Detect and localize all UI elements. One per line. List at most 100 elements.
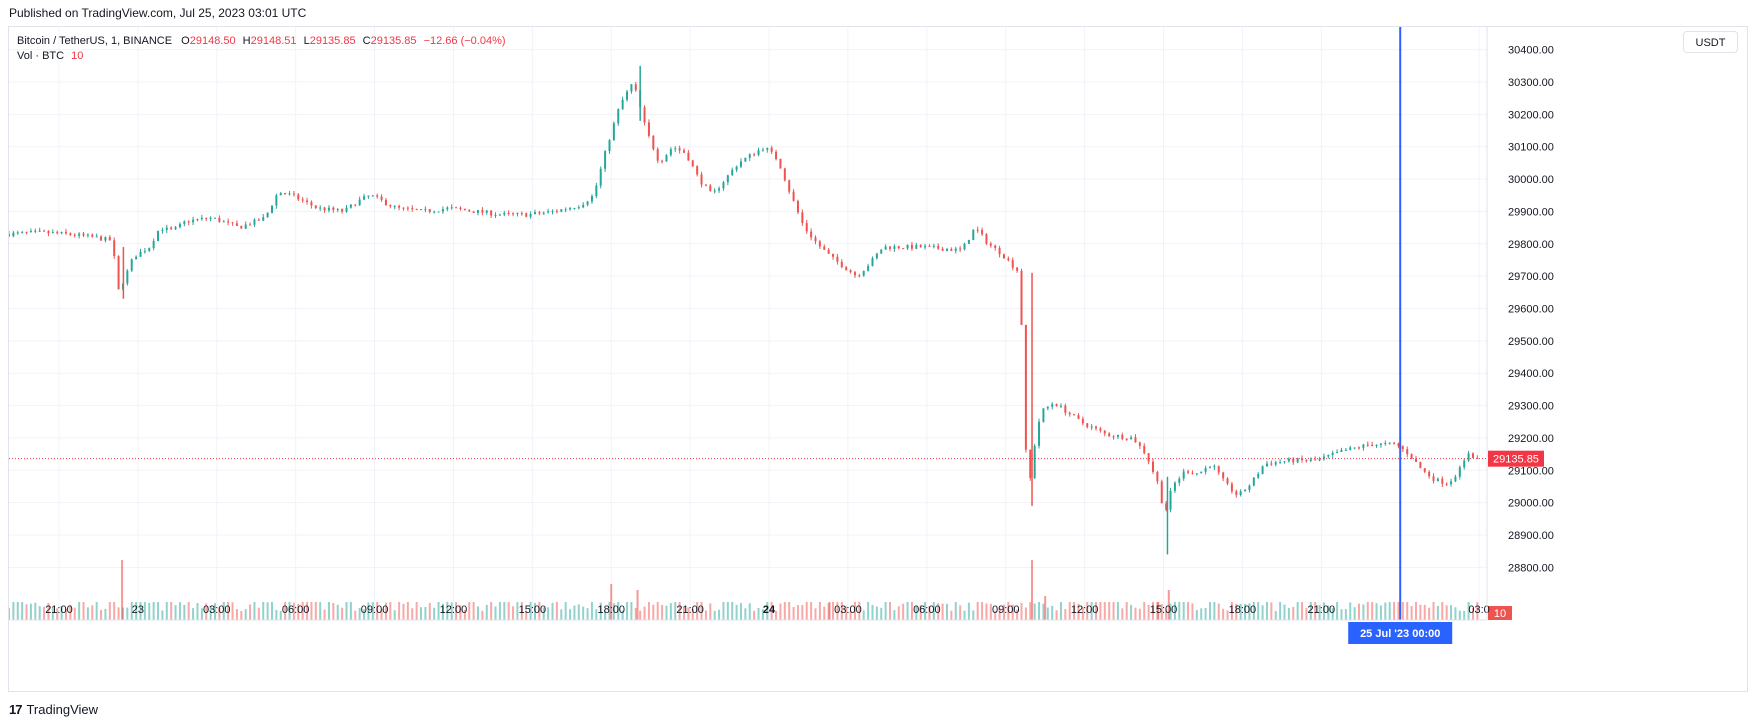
volume-bar [985,603,988,620]
candle-body [1116,435,1119,437]
candle-body [170,227,173,230]
candle-body [86,234,89,236]
candle-body [932,245,935,247]
volume-bar [349,602,352,620]
volume-bar [455,602,458,620]
volume-bar [25,604,28,620]
candle-body [1095,426,1098,429]
volume-bar [1450,605,1453,620]
candle-body [972,229,975,241]
currency-unit-button[interactable]: USDT [1683,31,1738,53]
candle-body [1366,444,1369,446]
volume-bar [1187,602,1190,620]
candle-body [345,207,348,212]
candle-body [1362,444,1365,448]
candle-body [709,185,712,191]
volume-bar [231,602,234,620]
volume-bar [1011,604,1014,620]
candle-body [757,150,760,155]
volume-bar [810,602,813,620]
volume-bar [472,602,475,620]
volume-bar [336,604,339,620]
symbol-title[interactable]: Bitcoin / TetherUS, 1, BINANCE [17,35,173,47]
volume-bar [1366,602,1369,620]
volume-bar [152,602,155,620]
volume-bar [1340,609,1343,620]
candle-body [858,275,861,277]
candle-body [253,219,256,225]
volume-bar [665,605,668,620]
volume-bar [1327,605,1330,620]
volume-bar [994,610,997,620]
volume-bar [1279,602,1282,620]
volume-bar [1125,602,1128,620]
volume-bar [1401,602,1404,620]
candle-body [818,241,821,247]
last-price-label: 29135.85 [1493,454,1539,466]
volume-bar [1301,602,1304,620]
candle-body [1252,477,1255,486]
volume-bar [761,609,764,620]
volume-bar [1020,602,1023,620]
candle-body [1318,458,1321,461]
volume-label[interactable]: Vol · BTC [17,50,65,62]
candle-body [148,248,151,252]
candle-body [1112,436,1115,438]
x-tick-label: 18:00 [597,604,625,616]
volume-bar [967,602,970,620]
candle-body [1384,443,1387,445]
candle-body [634,84,637,91]
volume-bar [924,602,927,620]
volume-bar [1143,602,1146,620]
x-tick-label: 06:00 [282,604,310,616]
candle-body [314,205,317,208]
volume-bar [1116,602,1119,620]
candle-body [1033,445,1036,478]
volume-bar [314,602,317,620]
volume-bar [893,610,896,620]
candle-body [455,207,458,209]
candle-body [1090,426,1093,428]
candle-body [1454,476,1457,482]
candle-body [1476,457,1479,459]
volume-bar [1002,604,1005,620]
candle-body [538,212,541,214]
ohlc-row: Bitcoin / TetherUS, 1, BINANCE O29148.50… [17,34,506,49]
candle-body [1230,483,1233,492]
candle-body [1147,453,1150,462]
volume-bar [1270,602,1273,620]
candle-body [187,221,190,223]
candle-body [564,209,567,211]
candle-body [810,231,813,238]
volume-bar [919,605,922,620]
volume-bar [86,607,89,620]
chart-frame [8,26,1748,692]
volume-bar [1086,602,1089,620]
x-tick-label: 15:00 [519,604,547,616]
volume-bar [345,602,348,620]
volume-bar [371,602,374,620]
volume-bar [38,606,41,620]
y-tick-label: 29800.00 [1508,239,1554,251]
candle-body [674,148,677,150]
volume-bar [178,602,181,620]
volume-bar [1090,602,1093,620]
volume-bar [910,602,913,620]
volume-bar [1265,602,1268,620]
overlays: 29135.85 10 25 Jul '23 00:00 [9,27,1544,644]
volume-bar [1007,602,1010,620]
price-chart[interactable]: 29135.85 10 25 Jul '23 00:00 30400.00 30300… [9,27,1749,693]
volume-bar [1322,602,1325,620]
y-tick-label: 29200.00 [1508,433,1554,445]
candle-body [1178,478,1181,483]
footer-brand[interactable]: 17 TradingView [9,702,98,717]
y-tick-label: 29100.00 [1508,465,1554,477]
candle-body [292,193,295,195]
volume-bar [691,608,694,620]
volume-bar [135,602,138,620]
candle-body [919,245,922,248]
candle-body [880,249,883,254]
candle-body [43,230,46,232]
volume-bar [143,602,146,620]
candle-body [1226,478,1229,484]
